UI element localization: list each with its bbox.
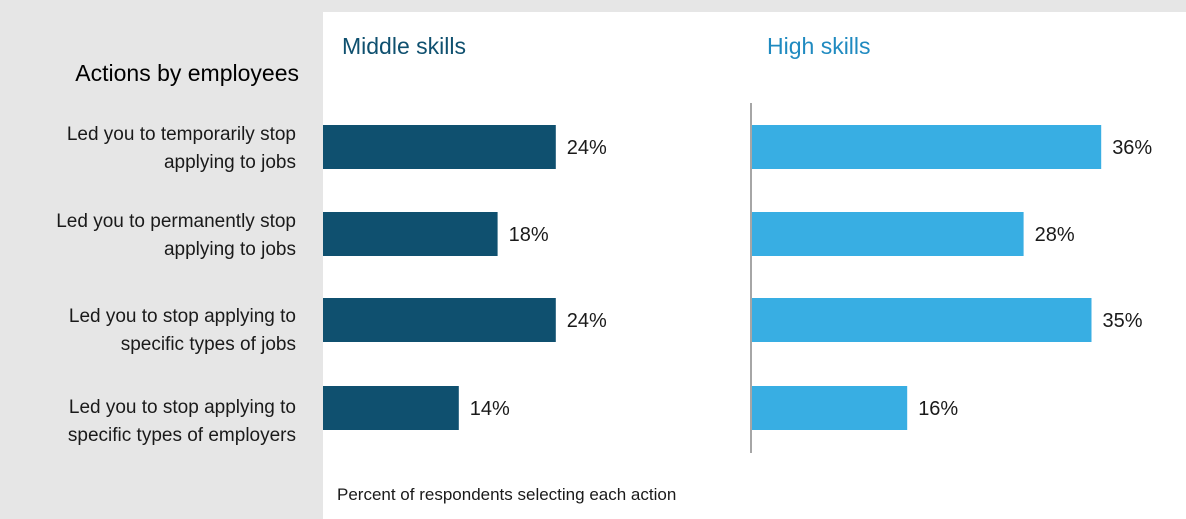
data-label-middle-skills-3: 24%	[567, 310, 607, 332]
bar-middle-skills-4	[323, 386, 459, 430]
bar-high-skills-2	[752, 212, 1024, 256]
bar-high-skills-4	[752, 386, 907, 430]
data-label-middle-skills-4: 14%	[470, 398, 510, 420]
bar-high-skills-1	[752, 125, 1101, 169]
data-label-high-skills-2: 28%	[1035, 224, 1075, 246]
bar-middle-skills-3	[323, 298, 556, 342]
data-label-high-skills-3: 35%	[1103, 310, 1143, 332]
bar-middle-skills-1	[323, 125, 556, 169]
x-axis-label: Percent of respondents selecting each ac…	[337, 485, 676, 505]
data-label-middle-skills-1: 24%	[567, 137, 607, 159]
data-label-high-skills-1: 36%	[1112, 137, 1152, 159]
data-label-high-skills-4: 16%	[918, 398, 958, 420]
data-label-middle-skills-2: 18%	[509, 224, 549, 246]
bar-high-skills-3	[752, 298, 1092, 342]
bar-middle-skills-2	[323, 212, 498, 256]
